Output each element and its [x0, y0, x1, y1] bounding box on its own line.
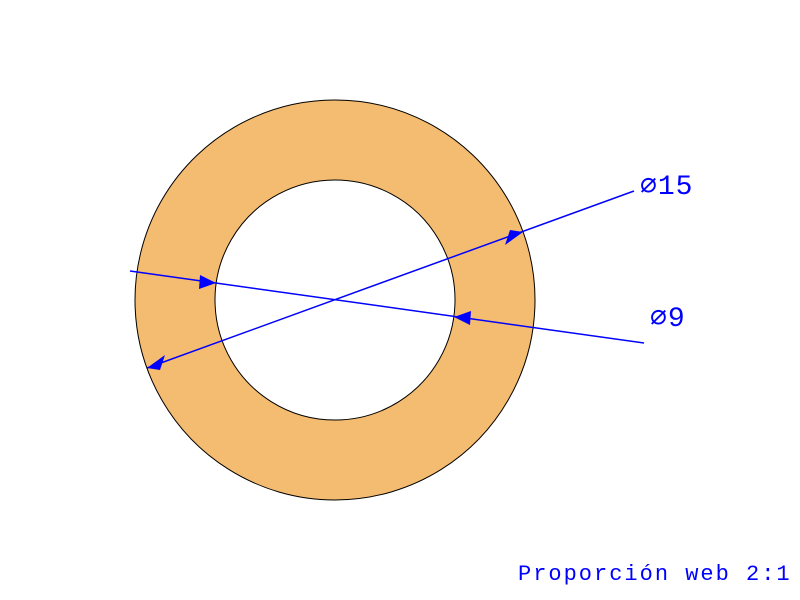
inner-diameter-label: ∅9: [650, 300, 686, 335]
scale-caption: Proporción web 2:1: [518, 562, 792, 587]
outer-diameter-label: ∅15: [640, 168, 693, 203]
diagram-canvas: ∅15 ∅9 Proporción web 2:1: [0, 0, 800, 600]
